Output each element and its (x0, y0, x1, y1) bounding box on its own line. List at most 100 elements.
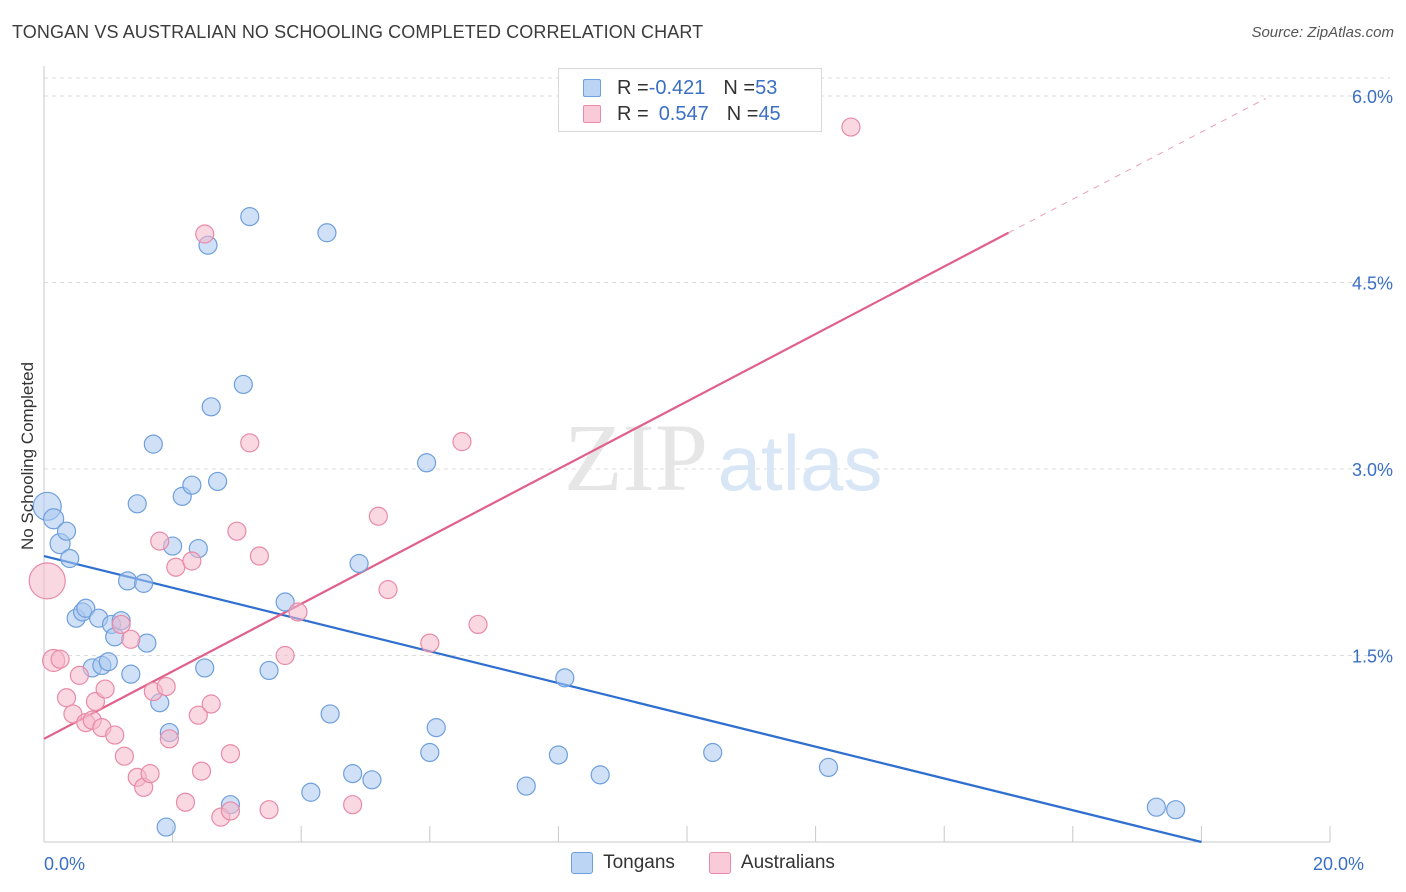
point-tongans (275, 592, 295, 612)
point-tongans (137, 633, 157, 653)
point-tongans (703, 742, 723, 763)
point-australians (50, 649, 70, 669)
series-swatch-blue (571, 852, 594, 874)
point-tongans (201, 397, 221, 417)
legend-r-label: R = (617, 102, 649, 125)
point-australians (220, 744, 241, 764)
series-swatch-pink (708, 852, 731, 874)
point-australians (191, 761, 212, 781)
legend-r-value: 0.547 (658, 102, 709, 125)
point-australians (288, 602, 308, 622)
point-australians (105, 725, 125, 745)
tick-labels: 1.5% 3.0% 4.5% 6.0% 0.0% 20.0% (44, 87, 1393, 874)
legend-swatch-blue (583, 79, 601, 97)
point-australians (56, 688, 77, 708)
point-australians (188, 705, 208, 725)
point-australians (140, 764, 160, 784)
legend-n-value: 45 (758, 102, 781, 125)
y-axis-label: No Schooling Completed (18, 361, 37, 551)
trend-line-tongans (43, 554, 1202, 844)
point-tongans (121, 664, 141, 684)
y-tick-label: 4.5% (1352, 274, 1393, 294)
point-australians (220, 801, 241, 821)
point-tongans (182, 475, 202, 495)
point-tongans (516, 776, 536, 796)
point-australians (95, 679, 115, 699)
point-tongans (259, 660, 279, 681)
point-australians (156, 676, 176, 697)
point-tongans (117, 571, 138, 591)
x-tick-label: 0.0% (44, 854, 85, 874)
point-tongans (134, 573, 154, 593)
point-tongans (301, 782, 321, 802)
point-tongans (818, 757, 839, 778)
trend-lines (43, 98, 1266, 844)
point-australians (28, 562, 66, 600)
point-tongans (98, 652, 118, 672)
watermark-atlas: atlas (718, 419, 883, 507)
y-tick-label: 3.0% (1352, 460, 1393, 480)
point-australians (275, 645, 295, 666)
source-label: Source: ZipAtlas.com (1251, 24, 1394, 41)
y-tick-label: 6.0% (1352, 87, 1393, 107)
point-tongans (416, 453, 437, 473)
point-tongans (56, 521, 77, 541)
point-australians (182, 551, 202, 571)
series-legend: Tongans Australians (0, 852, 1406, 874)
point-tongans (420, 742, 440, 763)
point-tongans (195, 658, 215, 678)
point-australians (121, 629, 141, 649)
point-tongans (320, 704, 340, 724)
point-australians (452, 432, 472, 452)
trend-extension-australians (1008, 98, 1266, 234)
point-tongans (208, 471, 228, 492)
watermark-zip: ZIP (564, 404, 708, 511)
axes (43, 66, 1331, 843)
point-tongans (1146, 797, 1166, 817)
point-tongans (233, 374, 253, 395)
point-australians (69, 665, 89, 685)
y-tick-label: 1.5% (1352, 647, 1393, 667)
point-australians (201, 694, 221, 714)
point-australians (420, 633, 440, 653)
correlation-legend: R = -0.421 N = 53 R = 0.547 N = 45 (558, 68, 822, 132)
point-tongans (240, 207, 260, 227)
point-tongans (1166, 800, 1186, 820)
point-tongans (590, 765, 610, 785)
series-name-australians: Australians (740, 852, 835, 873)
point-australians (468, 614, 488, 635)
point-tongans (127, 494, 147, 514)
legend-row-australians: R = 0.547 N = 45 (583, 102, 781, 126)
legend-r-value: -0.421 (648, 76, 706, 99)
point-australians (259, 800, 279, 820)
legend-n-label: N = (726, 102, 759, 125)
point-tongans (349, 553, 369, 574)
point-tongans (362, 770, 382, 790)
x-tick-label: 20.0% (1313, 854, 1364, 874)
point-tongans (60, 548, 80, 569)
legend-r-label: R = (617, 76, 649, 99)
point-australians (343, 795, 363, 815)
legend-swatch-pink (583, 105, 601, 123)
point-australians (175, 792, 196, 812)
point-australians (159, 729, 179, 749)
grid-lines (44, 77, 1390, 656)
point-australians (240, 433, 260, 453)
series-legend-tongans[interactable]: Tongans (571, 852, 675, 874)
series-name-tongans: Tongans (603, 852, 675, 873)
legend-n-label: N = (723, 76, 756, 99)
point-tongans (343, 764, 363, 784)
series-legend-australians[interactable]: Australians (708, 852, 835, 874)
point-australians (150, 531, 170, 551)
watermark: ZIP atlas (564, 404, 882, 511)
point-australians (368, 506, 388, 526)
chart-title: TONGAN VS AUSTRALIAN NO SCHOOLING COMPLE… (12, 22, 704, 42)
point-australians (249, 546, 270, 566)
point-australians (227, 521, 247, 541)
point-australians (166, 557, 186, 577)
point-australians (114, 746, 134, 766)
legend-row-tongans: R = -0.421 N = 53 (583, 76, 777, 100)
point-tongans (426, 718, 446, 738)
legend-n-value: 53 (755, 76, 778, 99)
point-tongans (555, 668, 575, 688)
